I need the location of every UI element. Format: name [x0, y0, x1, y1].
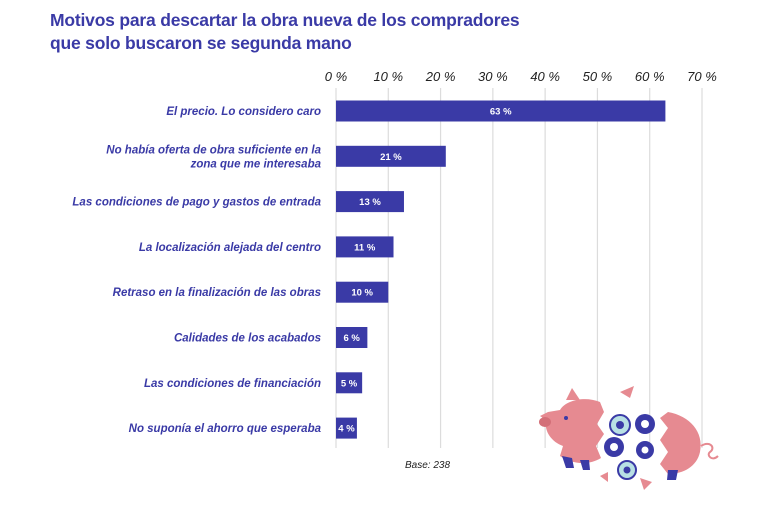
piggy-head-half — [540, 399, 604, 464]
category-label: Las condiciones de financiación — [144, 378, 321, 390]
bar — [336, 372, 363, 394]
x-tick-label: 10 % — [373, 69, 403, 84]
x-tick-label: 40 % — [530, 69, 560, 84]
category-label: Las condiciones de pago y gastos de entr… — [72, 197, 321, 209]
category-labels: El precio. Lo considero caro No había ofe… — [72, 106, 321, 435]
x-tick-label: 30 % — [478, 69, 508, 84]
footnote-base: Base: 238 — [405, 460, 451, 471]
bar-value-label: 11 % — [354, 242, 376, 253]
piggy-tail — [700, 442, 719, 460]
coin-icon — [617, 460, 637, 480]
bars: 63 % 21 % 13 % 11 % 10 % 6 % 5 % 4 % — [336, 100, 666, 439]
chart-title-line-1: Motivos para descartar la obra nueva de … — [50, 10, 520, 30]
chart-title: Motivos para descartar la obra nueva de … — [50, 9, 520, 55]
x-tick-label: 50 % — [583, 69, 613, 84]
bar-value-label: 13 % — [359, 197, 381, 208]
bar — [336, 100, 666, 122]
category-label: El precio. Lo considero caro — [166, 106, 321, 118]
bar — [336, 236, 394, 258]
broken-piggy-bank-icon — [539, 386, 719, 490]
bar-value-label: 10 % — [351, 288, 373, 299]
piggy-snout — [539, 417, 551, 427]
bar — [336, 281, 389, 303]
bar — [336, 191, 404, 213]
category-label: Retraso en la finalización de las obras — [113, 287, 321, 299]
category-label: La localización alejada del centro — [139, 242, 321, 254]
piggy-shard — [620, 386, 634, 398]
chart-title-line-2: que solo buscaron se segunda mano — [50, 33, 352, 53]
bar — [336, 417, 357, 439]
x-tick-label: 20 % — [425, 69, 456, 84]
bar-value-label: 6 % — [343, 333, 360, 344]
x-tick-label: 70 % — [687, 69, 717, 84]
piggy-shard — [600, 472, 608, 482]
grid-lines — [335, 88, 703, 448]
piggy-leg — [667, 470, 678, 480]
x-tick-label: 0 % — [325, 69, 347, 84]
category-label: No suponía el ahorro que esperaba — [129, 423, 322, 435]
bar-value-label: 63 % — [490, 107, 512, 118]
bar-value-label: 4 % — [338, 424, 355, 435]
piggy-leg — [562, 456, 574, 468]
coin-icon — [604, 437, 624, 457]
x-axis-ticks: 0 % 10 % 20 % 30 % 40 % 50 % 60 % 70 % — [325, 69, 717, 84]
coin-icon — [635, 414, 655, 434]
coin-icon — [636, 441, 654, 459]
piggy-eye — [564, 416, 568, 420]
bar-value-label: 5 % — [341, 378, 358, 389]
piggy-ear — [566, 388, 580, 400]
bar-value-label: 21 % — [380, 152, 402, 163]
piggy-leg — [580, 460, 590, 470]
category-label: Calidades de los acabados — [174, 333, 321, 345]
category-label: No había oferta de obra suficiente en la… — [106, 144, 321, 170]
x-tick-label: 60 % — [635, 69, 665, 84]
coin-icon — [609, 414, 631, 436]
piggy-shard — [640, 478, 652, 490]
bar — [336, 327, 368, 348]
bar — [336, 145, 446, 167]
piggy-back-half — [660, 412, 701, 474]
